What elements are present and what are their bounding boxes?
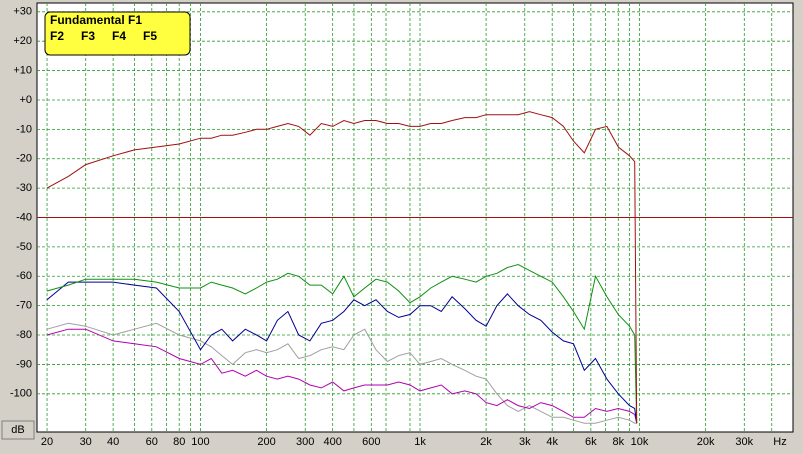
y-tick-label: -80 [16,329,32,341]
y-tick-label: -20 [16,153,32,165]
y-tick-label: -30 [16,182,32,194]
x-tick-label: 400 [323,436,341,448]
y-tick-label: -50 [16,241,32,253]
x-tick-label: 4k [546,436,558,448]
y-tick-label: -40 [16,211,32,223]
x-axis-unit: Hz [773,436,786,448]
y-tick-label: -100 [10,388,32,400]
y-tick-label: -70 [16,300,32,312]
x-tick-label: 2k [480,436,492,448]
x-tick-label: 3k [519,436,531,448]
x-tick-label: 40 [107,436,119,448]
legend-label: F2 [50,29,64,43]
series-line [46,281,638,424]
x-tick-label: 100 [191,436,209,448]
y-axis-unit: dB [11,424,24,436]
legend: Fundamental F1 F2 F3 F4 F5 [44,11,191,56]
legend-label: F4 [112,29,126,43]
series-line [46,328,638,424]
y-tick-label: +10 [13,64,32,76]
x-tick-label: 1k [414,436,426,448]
y-tick-label: -10 [16,123,32,135]
y-tick-label: +20 [13,35,32,47]
x-tick-label: 80 [173,436,185,448]
legend-label: F5 [143,29,157,43]
series-line [46,322,637,424]
x-tick-label: 20k [697,436,715,448]
x-tick-label: 10k [631,436,649,448]
x-tick-label: 60 [146,436,158,448]
x-tick-label: 6k [585,436,597,448]
x-tick-label: 30k [735,436,753,448]
series-line [46,263,638,424]
y-tick-label: -90 [16,358,32,370]
x-tick-label: 8k [612,436,624,448]
x-tick-label: 600 [362,436,380,448]
unit-box [1,420,35,440]
y-tick-label: -60 [16,270,32,282]
x-tick-label: 200 [257,436,275,448]
legend-box [44,11,191,56]
y-tick-label: +0 [19,94,32,106]
x-tick-label: 20 [41,436,53,448]
legend-label: Fundamental F1 [50,13,142,27]
y-tick-label: +30 [13,6,32,18]
x-tick-label: 30 [80,436,92,448]
x-tick-label: 300 [296,436,314,448]
series-line [46,111,638,424]
legend-label: F3 [81,29,95,43]
